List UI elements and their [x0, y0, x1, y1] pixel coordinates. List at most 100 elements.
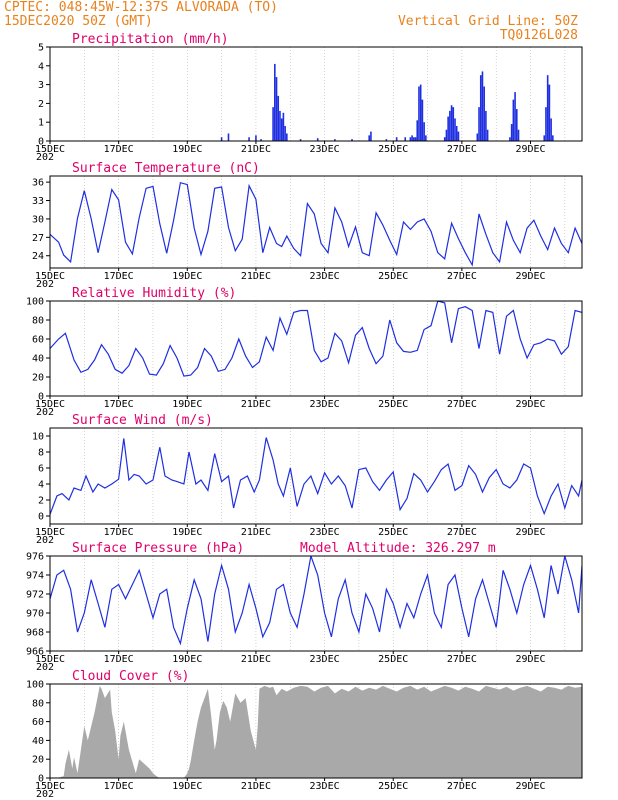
- y-tick-label: 60: [32, 335, 44, 346]
- wind-plot: [50, 437, 582, 516]
- precip-bar: [457, 131, 460, 141]
- precip-bar: [255, 135, 257, 141]
- precip-bar: [515, 109, 518, 141]
- x-tick-label: 17DEC: [104, 654, 134, 665]
- precip-bar: [227, 133, 230, 141]
- x-tick-label: 15DEC: [35, 527, 65, 538]
- x-tick-label: 19DEC: [172, 781, 202, 792]
- precip-bar: [282, 112, 285, 141]
- precip-plot: [220, 63, 554, 141]
- x-year-fragment: 202: [36, 662, 54, 673]
- y-tick-label: 20: [32, 755, 44, 766]
- precip-bar: [445, 129, 448, 141]
- header-station: CPTEC: 048:45W-12:37S ALVORADA (TO): [4, 0, 278, 15]
- y-tick-label: 100: [26, 680, 44, 691]
- precipitation-title: Precipitation (mm/h): [72, 32, 229, 47]
- precip-bar: [452, 107, 455, 141]
- humidity-title: Relative Humidity (%): [72, 286, 236, 301]
- x-tick-label: 23DEC: [310, 144, 340, 155]
- precip-bar: [280, 118, 283, 141]
- x-tick-label: 15DEC: [35, 781, 65, 792]
- precip-bar: [483, 86, 485, 141]
- x-tick-label: 27DEC: [447, 144, 477, 155]
- x-tick-label: 21DEC: [241, 527, 271, 538]
- precip-bar: [272, 107, 274, 141]
- precip-bar: [486, 129, 489, 141]
- precip-bar: [334, 139, 336, 141]
- panel-frame: [49, 555, 583, 652]
- precip-bar: [447, 116, 449, 141]
- precip-bar: [546, 75, 549, 141]
- cloud-cover-area: [50, 685, 582, 778]
- precip-bar: [413, 137, 415, 141]
- x-tick-label: 29DEC: [515, 399, 545, 410]
- cloud-title: Cloud Cover (%): [72, 669, 189, 684]
- wind-title: Surface Wind (m/s): [72, 413, 213, 428]
- x-tick-label: 27DEC: [447, 271, 477, 282]
- wind-panel: 0 2 4 6 8 10 15DEC 17DEC 19DEC 21DEC 23DEC 25DEC 27D…: [32, 413, 583, 546]
- y-tick-label: 40: [32, 736, 44, 747]
- precip-bar: [478, 107, 480, 141]
- precip-bar: [411, 135, 413, 141]
- x-tick-label: 21DEC: [241, 399, 271, 410]
- x-tick-label: 25DEC: [378, 271, 408, 282]
- precip-bar: [370, 131, 372, 141]
- x-tick-label: 17DEC: [104, 781, 134, 792]
- y-tick-label: 0: [38, 774, 44, 785]
- x-tick-label: 29DEC: [515, 654, 545, 665]
- temp-series-line: [50, 181, 582, 267]
- precip-bar: [316, 138, 319, 141]
- x-tick-label: 23DEC: [310, 527, 340, 538]
- header-run-date: 15DEC2020 50Z (GMT): [4, 14, 153, 29]
- x-tick-label: 15DEC: [35, 399, 65, 410]
- y-tick-label: 33: [32, 196, 44, 207]
- x-year-fragment: 202: [36, 279, 54, 290]
- x-tick-label: 17DEC: [104, 144, 134, 155]
- y-tick-label: 4: [38, 480, 44, 491]
- x-tick-label: 19DEC: [172, 399, 202, 410]
- x-tick-label: 17DEC: [104, 527, 134, 538]
- x-tick-label: 23DEC: [310, 271, 340, 282]
- x-tick-label: 27DEC: [447, 399, 477, 410]
- precip-bar: [509, 137, 511, 141]
- rh-series-line: [50, 301, 582, 377]
- precip-bar: [485, 110, 487, 141]
- precip-bar: [443, 137, 446, 141]
- precip-bar: [455, 125, 458, 141]
- x-tick-label: 23DEC: [310, 654, 340, 665]
- panel-frame: [49, 683, 583, 779]
- header-grid-line: Vertical Grid Line: 50Z: [398, 14, 578, 29]
- y-tick-label: 60: [32, 717, 44, 728]
- x-tick-label: 19DEC: [172, 527, 202, 538]
- x-tick-label: 19DEC: [172, 144, 202, 155]
- x-tick-label: 15DEC: [35, 654, 65, 665]
- precip-bar: [275, 77, 278, 141]
- x-tick-label: 15DEC: [35, 271, 65, 282]
- y-tick-label: 972: [26, 590, 44, 601]
- precip-bar: [552, 135, 554, 141]
- precip-bar: [512, 99, 515, 141]
- y-tick-label: 2: [38, 99, 44, 110]
- precip-bar: [423, 122, 425, 141]
- cloud-plot: [50, 685, 582, 778]
- y-tick-label: 3: [38, 80, 44, 91]
- rh-panel: 0 20 40 60 80 100 15DEC 17DEC 19DEC 21DEC 23DEC 25D…: [26, 286, 583, 418]
- precip-bar: [277, 95, 280, 141]
- y-tick-label: 968: [26, 628, 44, 639]
- rh-plot: [50, 301, 582, 377]
- header-model: TQ0126L028: [500, 28, 578, 43]
- precip-bar: [416, 120, 419, 141]
- pressure-panel: 966 968 970 972 974 976 15DEC 17DEC 19DEC 21DEC 23…: [26, 541, 583, 673]
- precip-bar: [385, 139, 388, 141]
- x-tick-label: 25DEC: [378, 399, 408, 410]
- y-tick-label: 10: [32, 432, 44, 443]
- x-tick-label: 25DEC: [378, 781, 408, 792]
- precip-bar: [286, 133, 288, 141]
- precip-bar: [481, 71, 484, 141]
- pressure-title: Surface Pressure (hPa): [72, 541, 244, 556]
- precip-bar: [368, 135, 370, 141]
- x-year-fragment: 202: [36, 152, 54, 163]
- precip-bar: [279, 110, 281, 141]
- x-tick-label: 29DEC: [515, 527, 545, 538]
- model-altitude-label: Model Altitude: 326.297 m: [300, 541, 496, 556]
